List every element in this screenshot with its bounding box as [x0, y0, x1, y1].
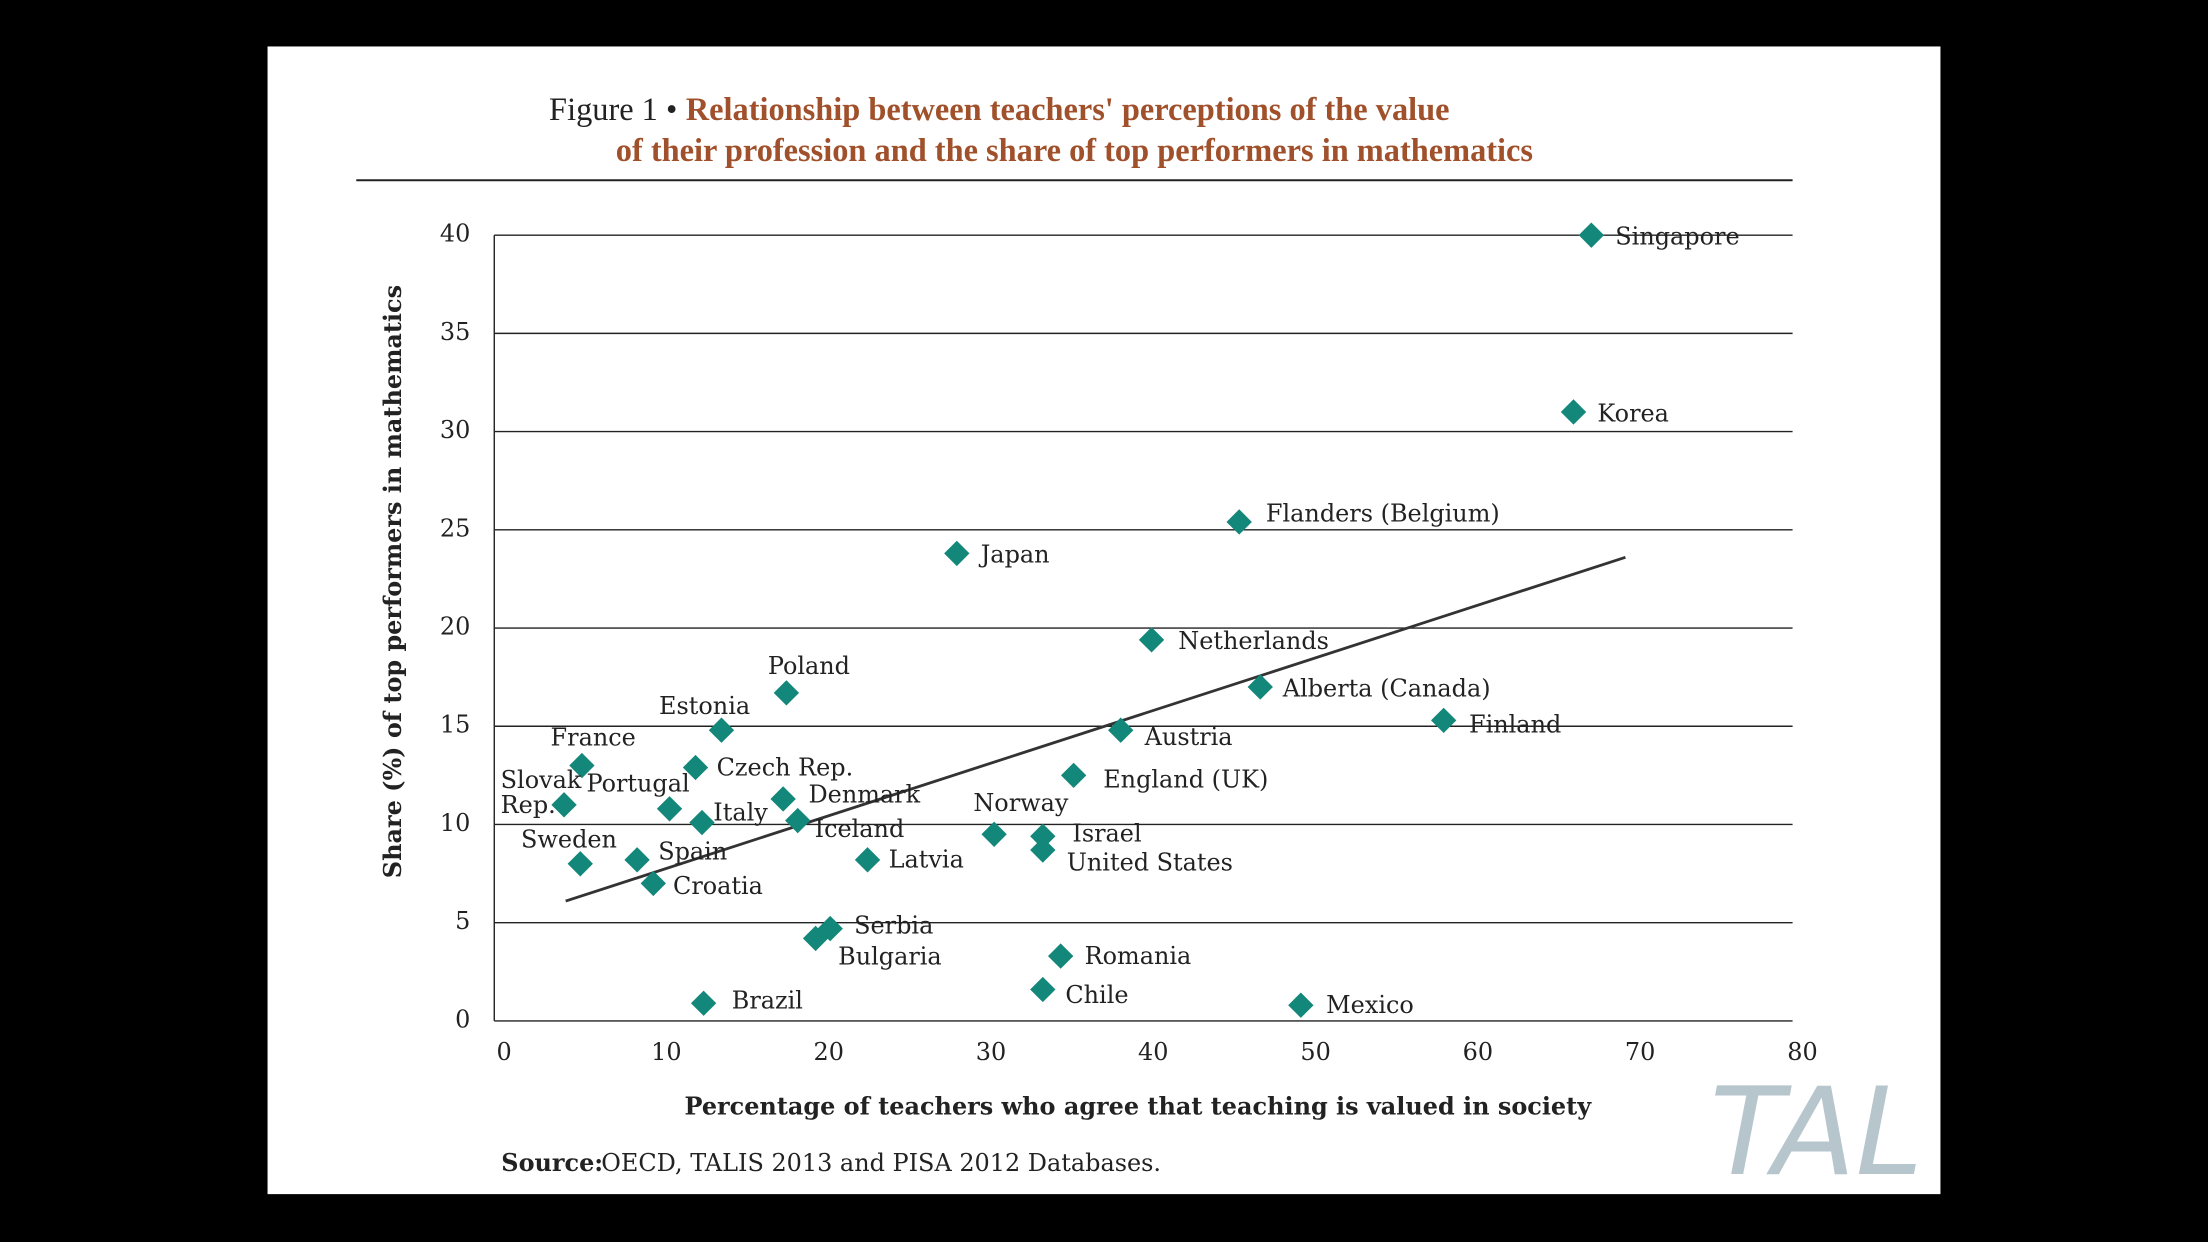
point — [656, 796, 683, 822]
point-label: Singapore — [1615, 222, 1739, 250]
point-label: Croatia — [673, 872, 763, 900]
point — [1578, 222, 1605, 248]
point-label: Bulgaria — [838, 943, 942, 971]
point-label: Spain — [658, 837, 727, 865]
point-label: England (UK) — [1103, 766, 1268, 794]
point-label: Israel — [1072, 819, 1141, 847]
y-tick-label: 30 — [440, 416, 470, 444]
watermark: TAL — [1710, 1062, 1923, 1203]
point-label: Iceland — [815, 815, 905, 843]
x-tick-label: 60 — [1463, 1038, 1493, 1066]
point-label: Alberta (Canada) — [1282, 674, 1491, 702]
x-tick-label: 10 — [651, 1038, 681, 1066]
point — [802, 925, 829, 952]
point — [773, 680, 800, 706]
x-tick-label: 20 — [813, 1038, 843, 1066]
chart-title: Relationship between teachers' perceptio… — [686, 92, 1450, 128]
point-label: Korea — [1597, 399, 1669, 427]
x-tick-label: 0 — [497, 1038, 512, 1066]
point-label: Estonia — [659, 692, 750, 720]
y-tick-label: 10 — [440, 809, 470, 837]
x-tick-label: 30 — [976, 1038, 1006, 1066]
y-tick-label: 25 — [440, 514, 470, 542]
title-prefix: Figure 1 • — [549, 92, 677, 128]
point — [981, 821, 1007, 847]
point-label: Latvia — [889, 846, 964, 874]
point-label: Mexico — [1326, 991, 1414, 1019]
point — [690, 990, 717, 1016]
point — [624, 847, 650, 873]
point — [708, 717, 735, 743]
point-label: Norway — [973, 789, 1069, 817]
point-label: Romania — [1085, 942, 1192, 970]
y-tick-label: 35 — [440, 318, 470, 346]
point — [682, 754, 709, 781]
point — [689, 809, 715, 836]
point-label: Flanders (Belgium) — [1266, 499, 1500, 527]
panel — [267, 46, 1941, 1195]
source: OECD, TALIS 2013 and PISA 2012 Databases… — [601, 1149, 1161, 1177]
chart-title: of their profession and the share of top… — [616, 133, 1533, 169]
point-label: Netherlands — [1178, 627, 1329, 655]
point-label: Poland — [768, 652, 850, 680]
point — [551, 792, 577, 818]
point — [1560, 399, 1587, 425]
point-label: Serbia — [854, 912, 933, 940]
point-label: Austria — [1144, 723, 1233, 751]
point-label: Slovak Rep. — [501, 765, 589, 818]
point — [770, 786, 796, 812]
point-label: Japan — [978, 541, 1050, 569]
trend-line — [565, 555, 1626, 903]
point-label: Portugal — [586, 769, 689, 797]
point — [640, 870, 666, 897]
x-tick-label: 50 — [1300, 1038, 1330, 1066]
point-label: United States — [1067, 849, 1233, 877]
x-tick-label: 70 — [1625, 1038, 1655, 1066]
point — [567, 851, 593, 877]
point — [1288, 992, 1314, 1018]
x-tick-label: 40 — [1138, 1038, 1168, 1066]
point-label: Italy — [713, 799, 768, 827]
point-label: France — [551, 723, 636, 751]
point-label: Chile — [1065, 981, 1128, 1009]
point — [785, 807, 811, 834]
y-tick-label: 40 — [440, 220, 470, 248]
point — [1060, 762, 1087, 789]
point — [1047, 943, 1074, 969]
y-tick-label: 15 — [440, 711, 470, 739]
y-tick-label: 20 — [440, 613, 470, 641]
point-label: Sweden — [521, 826, 617, 854]
point — [569, 752, 595, 779]
point — [854, 847, 881, 873]
y-axis-title: Share (%) of top performers in mathemati… — [379, 285, 407, 878]
x-axis-title: Percentage of teachers who agree that te… — [684, 1093, 1592, 1121]
point-label: Denmark — [808, 781, 920, 809]
y-tick-label: 5 — [455, 907, 470, 935]
point-label: Czech Rep. — [717, 753, 854, 781]
x-tick-label: 80 — [1787, 1038, 1817, 1066]
y-tick-label: 0 — [455, 1005, 470, 1033]
point-label: Brazil — [732, 986, 803, 1014]
point-label: Finland — [1469, 710, 1561, 738]
source-label: Source: — [501, 1149, 603, 1177]
